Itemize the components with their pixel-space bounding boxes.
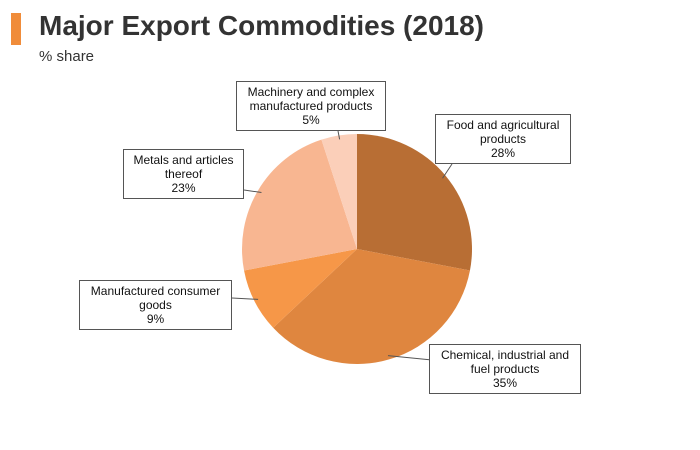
pie-slice-manufactured-consumer-goods [244,249,357,328]
callout-machinery-complex: Machinery and complex manufactured produ… [236,81,386,131]
callout-leader-line [337,130,341,140]
callout-label-line: Metals and articles [133,153,234,167]
title-accent-bar [11,13,21,45]
callout-leader-line [231,297,259,300]
chart-subtitle: % share [39,48,95,65]
callout-chemical-industrial-fuel: Chemical, industrial and fuel products 3… [429,344,581,394]
callout-food-agricultural: Food and agricultural products 28% [435,114,571,164]
callout-leader-line [442,163,453,179]
callout-value: 28% [490,146,516,160]
callout-value: 5% [302,113,320,127]
callout-value: 35% [492,376,518,390]
callout-label-line: Food and agricultural [446,118,560,132]
callout-metals-articles: Metals and articles thereof 23% [123,149,244,199]
pie-slice-metals-articles [242,139,357,271]
callout-label-line: Machinery and complex [247,85,375,99]
pie-slices [242,134,472,364]
callout-label-line: Manufactured consumer [90,284,221,298]
callout-manufactured-consumer-goods: Manufactured consumer goods 9% [79,280,232,330]
pie-slice-machinery-complex [321,134,357,249]
callout-value: 23% [171,181,196,195]
pie-slice-food-agricultural [357,134,472,271]
chart-title: Major Export Commodities (2018) [39,10,484,41]
callout-leaders [231,130,453,361]
callout-label-line: products [479,132,527,146]
callout-label-line: Chemical, industrial and [440,348,570,362]
callout-leader-line [243,189,262,193]
pie-slice-chemical-industrial-fuel [273,249,470,364]
callout-label-line: manufactured products [249,99,373,113]
callout-label-line: goods [139,298,172,312]
callout-value: 9% [146,312,165,326]
callout-leader-line [387,355,433,361]
callout-label-line: fuel products [470,362,540,376]
callout-label-line: thereof [164,167,203,181]
